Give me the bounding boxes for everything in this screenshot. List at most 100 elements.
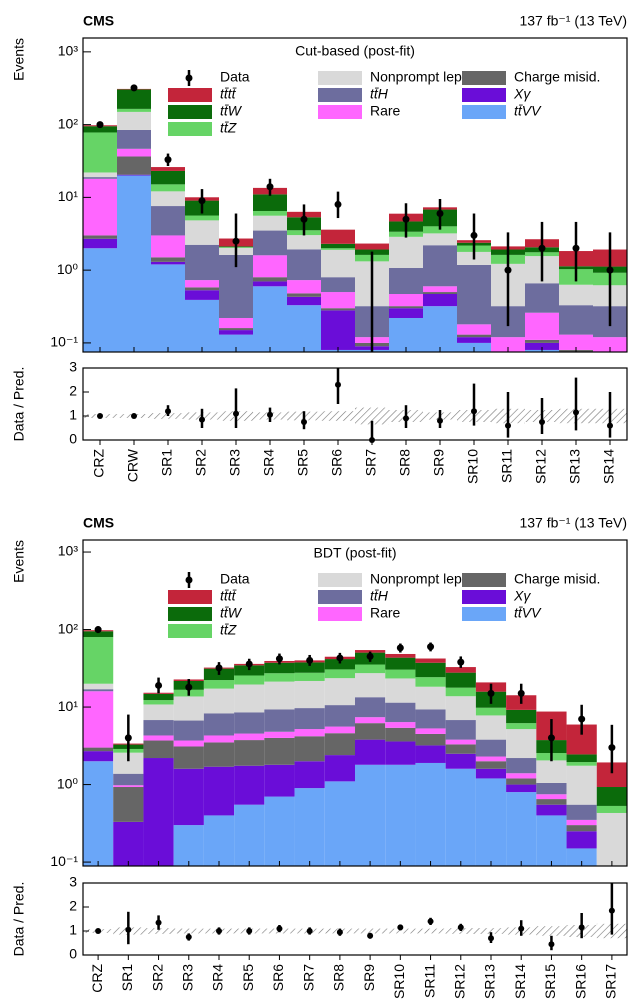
x-tick-label: SR3 — [179, 964, 195, 991]
legend-swatch — [462, 607, 506, 621]
legend-data-marker — [185, 576, 193, 584]
data-point — [427, 643, 435, 651]
x-tick-label: CRZ — [89, 964, 105, 993]
stack-segment — [423, 226, 457, 234]
stack-segment — [321, 243, 355, 249]
data-point — [487, 689, 495, 697]
data-point — [547, 734, 555, 742]
lumi-label: 137 fb⁻¹ (13 TeV) — [519, 13, 627, 29]
stack-segment — [559, 284, 593, 306]
legend-label: Nonprompt lep. — [370, 69, 466, 85]
x-tick-label: SR8 — [397, 449, 413, 476]
stack-segment — [566, 754, 597, 763]
stack-segment — [536, 815, 567, 866]
x-tick-label: SR14 — [601, 449, 617, 484]
stack-segment — [559, 334, 593, 350]
stack-segment — [294, 680, 325, 709]
stack-segment — [415, 677, 446, 687]
stack-segment — [525, 312, 559, 340]
stack-segment — [321, 308, 355, 311]
stack-segment — [536, 804, 567, 816]
stack-segment — [173, 720, 204, 741]
stack-segment — [506, 778, 537, 785]
ratio-point — [306, 928, 313, 934]
x-tick-label: SR8 — [331, 964, 347, 991]
legend-swatch — [168, 88, 212, 102]
stack-segment — [385, 657, 416, 670]
stack-segment — [415, 686, 446, 710]
stack-segment — [415, 728, 446, 734]
stack-segment — [83, 689, 114, 692]
stack-segment — [294, 729, 325, 737]
stack-segment — [445, 744, 476, 754]
axes-frame — [82, 882, 628, 956]
stack-segment — [143, 704, 174, 721]
legend-swatch — [318, 105, 362, 119]
stack-segment — [385, 727, 416, 742]
data-point — [198, 197, 206, 205]
data-point — [300, 215, 308, 223]
ratio-point — [505, 422, 511, 429]
stack-segment — [321, 310, 355, 350]
stack-segment — [264, 662, 295, 674]
legend-label: Charge misid. — [514, 571, 600, 587]
data-point — [266, 183, 274, 191]
y-axis-label: Events — [11, 38, 27, 81]
data-point — [396, 644, 404, 652]
stack-segment — [83, 637, 114, 684]
stack-segment — [423, 294, 457, 307]
data-point — [470, 231, 478, 239]
stack-segment — [321, 229, 355, 244]
stack-segment — [445, 687, 476, 697]
stack-segment — [173, 696, 204, 721]
data-point — [436, 210, 444, 218]
ratio-point — [216, 928, 222, 934]
stack-segment — [457, 264, 491, 325]
x-tick-label: SR14 — [512, 964, 528, 999]
ratio-point — [246, 928, 253, 934]
stack-segment — [253, 286, 287, 352]
uncertainty-band — [536, 926, 567, 936]
ratio-point — [518, 925, 525, 932]
legend-swatch — [462, 590, 506, 604]
y-tick-label: 3 — [69, 874, 77, 890]
x-tick-label: SR5 — [240, 964, 256, 991]
stack-segment — [151, 261, 185, 265]
stack-segment — [83, 631, 114, 638]
data-point — [130, 84, 138, 92]
stack-segment — [593, 337, 627, 352]
x-tick-label: SR9 — [361, 964, 377, 991]
stack-segment — [566, 804, 597, 820]
ratio-point — [471, 408, 477, 415]
stack-segment — [203, 735, 235, 743]
stack-segment — [185, 280, 219, 288]
stack-segment — [566, 831, 597, 849]
x-tick-label: SR6 — [270, 964, 286, 991]
stack-segment — [423, 233, 457, 246]
ratio-point — [427, 918, 434, 925]
legend-swatch — [462, 88, 506, 102]
stack-segment — [143, 720, 174, 736]
stack-segment — [475, 761, 507, 769]
y-axis-label: Events — [11, 540, 27, 583]
legend-swatch — [462, 573, 506, 587]
stack-segment — [83, 761, 114, 866]
stack-segment — [491, 337, 525, 352]
stack-segment — [324, 726, 355, 734]
y-tick-label: 0 — [69, 946, 77, 962]
data-point — [457, 658, 465, 666]
ratio-point — [276, 925, 283, 932]
ratio-point — [233, 410, 239, 417]
stack-segment — [525, 283, 559, 313]
data-point — [215, 664, 223, 672]
y-tick-label: 1 — [69, 922, 77, 938]
stack-segment — [445, 696, 476, 721]
stack-segment — [117, 148, 151, 157]
stack-segment — [143, 735, 174, 741]
ratio-point — [336, 929, 343, 936]
uncertainty-band — [385, 928, 416, 934]
y-tick-label: 2 — [69, 898, 77, 914]
ratio-point — [607, 422, 613, 429]
stack-segment — [536, 760, 567, 783]
